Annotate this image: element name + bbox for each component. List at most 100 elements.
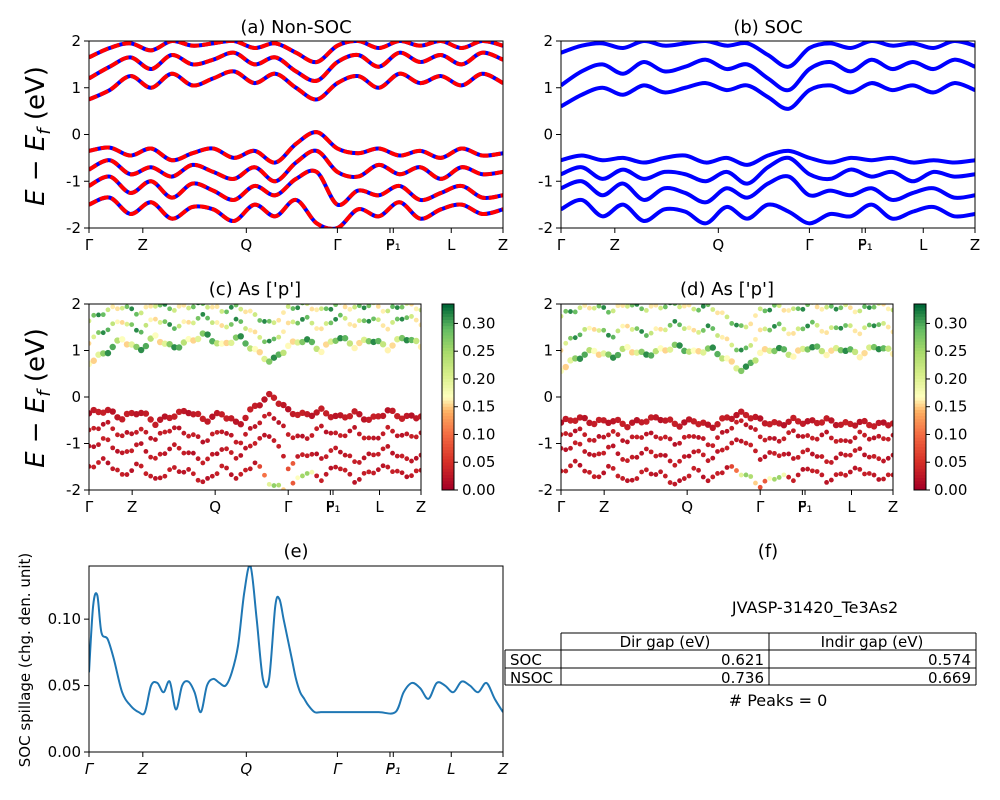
proj-point-d <box>786 451 792 457</box>
colorbar-segment <box>914 428 926 432</box>
proj-point-d <box>672 481 678 487</box>
proj-point-c <box>276 420 282 425</box>
proj-point-d <box>866 305 872 310</box>
proj-point-d <box>724 314 730 320</box>
proj-point-d <box>795 472 801 478</box>
proj-point-c <box>328 448 334 453</box>
proj-point-c <box>162 451 168 457</box>
proj-point-c <box>91 464 97 470</box>
proj-point-c <box>281 453 286 459</box>
colorbar-segment <box>442 477 454 482</box>
colorbar-segment <box>442 390 454 395</box>
proj-point-c <box>404 431 410 437</box>
proj-point-d <box>576 414 584 421</box>
proj-point-d <box>738 408 745 415</box>
proj-point-d <box>563 431 569 436</box>
colorbar-segment <box>442 412 454 417</box>
proj-point-d <box>677 304 682 310</box>
proj-point-d <box>615 473 621 479</box>
proj-point-d <box>620 457 626 462</box>
proj-point-c <box>280 401 287 409</box>
proj-point-c <box>238 440 244 446</box>
proj-point-d <box>658 326 663 332</box>
proj-point-d <box>705 442 711 448</box>
proj-point-d <box>662 327 668 333</box>
proj-point-c <box>115 319 120 325</box>
colorbar-segment <box>914 362 926 367</box>
proj-point-d <box>677 440 682 446</box>
proj-point-c <box>228 450 234 455</box>
proj-point-d <box>714 421 721 428</box>
proj-point-c <box>413 434 419 440</box>
proj-point-c <box>384 347 391 354</box>
proj-point-d <box>767 327 773 333</box>
proj-point-c <box>119 450 125 456</box>
proj-point-d <box>619 420 626 428</box>
proj-point-c <box>304 471 310 476</box>
proj-point-d <box>833 472 839 478</box>
band-red-a-5 <box>89 50 503 83</box>
proj-point-d <box>591 420 598 428</box>
proj-point-c <box>243 467 248 473</box>
proj-point-d <box>862 471 867 477</box>
colorbar-segment <box>442 431 454 435</box>
table-row-label: SOC <box>510 651 542 669</box>
proj-point-d <box>752 357 759 364</box>
proj-point-d <box>653 326 659 332</box>
proj-point-d <box>610 334 616 340</box>
proj-point-d <box>568 445 573 451</box>
frame-d <box>560 303 894 491</box>
proj-point-c <box>257 420 263 426</box>
proj-point-d <box>647 414 655 421</box>
proj-point-d <box>866 471 872 476</box>
proj-point-d <box>653 453 659 459</box>
proj-point-c <box>276 482 282 488</box>
proj-point-d <box>847 469 853 475</box>
proj-point-c <box>409 304 414 307</box>
proj-point-c <box>89 443 92 449</box>
proj-point-c <box>332 337 339 344</box>
proj-point-c <box>271 320 277 326</box>
proj-point-d <box>568 335 573 341</box>
proj-point-d <box>715 449 720 454</box>
colorbar-segment <box>442 322 454 327</box>
axes-a: -2 -1 0 1 2 Γ Z Q Γ FP₁ L Z <box>66 32 508 254</box>
proj-point-c <box>262 319 267 324</box>
proj-point-c <box>281 487 286 490</box>
proj-point-d <box>828 347 835 354</box>
colorbar-segment <box>914 325 926 330</box>
proj-point-c <box>195 477 201 483</box>
proj-point-c <box>271 438 277 443</box>
proj-point-d <box>709 424 716 432</box>
proj-point-d <box>742 363 750 370</box>
proj-point-c <box>371 435 376 441</box>
proj-point-c <box>389 342 396 349</box>
proj-point-c <box>129 431 135 437</box>
xtick-label-b-6: L <box>919 236 928 254</box>
proj-point-d <box>885 455 891 461</box>
ytick-label-e-2: 0.10 <box>48 610 81 628</box>
proj-point-d <box>662 473 668 479</box>
proj-point-c <box>366 451 372 457</box>
proj-point-c <box>247 426 253 431</box>
proj-point-d <box>833 325 839 331</box>
proj-point-c <box>295 305 301 311</box>
proj-point-c <box>129 468 135 474</box>
proj-point-c <box>176 425 182 431</box>
proj-point-d <box>772 476 777 482</box>
proj-point-d <box>576 355 584 362</box>
proj-point-c <box>205 475 210 481</box>
proj-point-c <box>110 445 116 451</box>
proj-point-d <box>880 419 887 426</box>
xtick-label-c-0: Γ <box>85 498 94 516</box>
colorbar-d: 0.00 0.05 0.10 0.15 0.20 0.25 0.30 <box>913 303 967 499</box>
proj-point-d <box>715 435 720 441</box>
proj-point-c <box>105 460 111 466</box>
colorbar-segment <box>914 347 926 351</box>
proj-point-c <box>110 321 116 327</box>
proj-point-c <box>194 410 202 418</box>
proj-point-c <box>262 413 267 419</box>
colorbar-segment <box>914 431 926 435</box>
proj-point-c <box>300 316 305 322</box>
proj-point-d <box>753 336 758 342</box>
